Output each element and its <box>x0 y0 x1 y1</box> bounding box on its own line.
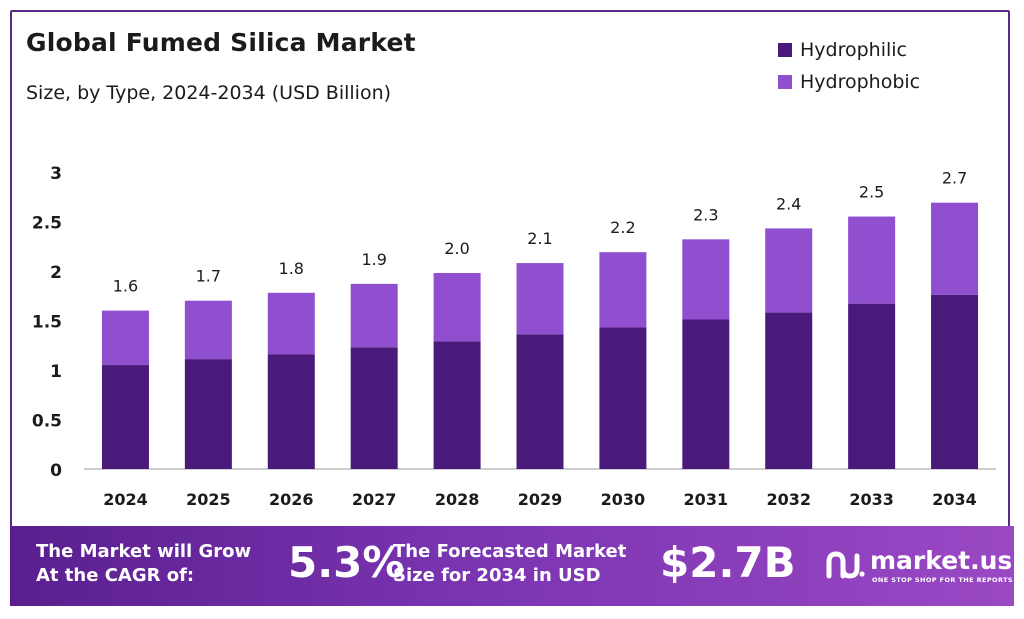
bar-total-label: 2.4 <box>776 194 801 213</box>
x-tick-label: 2031 <box>684 490 729 509</box>
y-tick-label: 2 <box>50 263 62 283</box>
legend-item-hydrophilic: Hydrophilic <box>778 34 920 66</box>
bar-hydrophobic <box>433 272 481 342</box>
bar-hydrophobic <box>350 283 398 348</box>
bar-hydrophobic <box>599 252 647 328</box>
cagr-value: 5.3% <box>288 538 405 587</box>
y-tick-label: 2.5 <box>32 214 62 234</box>
legend-item-hydrophobic: Hydrophobic <box>778 66 920 98</box>
cagr-label-line1: The Market will Grow <box>36 541 252 562</box>
legend: Hydrophilic Hydrophobic <box>778 34 920 98</box>
forecast-label-line1: The Forecasted Market <box>393 541 627 562</box>
x-tick-label: 2030 <box>601 490 646 509</box>
y-tick-label: 0.5 <box>32 412 62 432</box>
bar-total-label: 2.0 <box>444 239 469 258</box>
bar-hydrophilic <box>184 359 232 469</box>
bar-hydrophilic <box>848 303 896 469</box>
y-tick-label: 1 <box>50 362 62 382</box>
bar-chart: 0 0.5 1 1.5 2 2.5 3 1.6 2024 1.7 2025 1.8 2026 1.9 202… <box>32 164 996 509</box>
x-tick-label: 2032 <box>766 490 811 509</box>
bar-hydrophilic <box>350 347 398 469</box>
footer-banner: The Market will Grow At the CAGR of: 5.3… <box>10 526 1014 606</box>
bar-total-label: 2.2 <box>610 218 635 237</box>
bar-hydrophilic <box>599 327 647 469</box>
x-tick-label: 2029 <box>518 490 563 509</box>
bar-total-label: 1.8 <box>279 259 304 278</box>
bar-hydrophobic <box>682 239 730 320</box>
legend-swatch-hydrophilic <box>778 43 792 57</box>
bar-total-label: 1.7 <box>196 267 221 286</box>
bar-total-label: 2.7 <box>942 169 967 188</box>
bar-hydrophilic <box>267 354 315 469</box>
forecast-label: The Forecasted Market Size for 2034 in U… <box>393 540 626 588</box>
bar-hydrophilic <box>765 312 813 469</box>
x-tick-label: 2027 <box>352 490 397 509</box>
bar-hydrophobic <box>101 310 149 366</box>
bar-total-label: 1.9 <box>361 250 386 269</box>
forecast-label-line2: Size for 2034 in USD <box>393 565 601 586</box>
bar-total-label: 1.6 <box>113 277 138 296</box>
y-tick-label: 1.5 <box>32 313 62 333</box>
x-tick-label: 2026 <box>269 490 314 509</box>
x-tick-label: 2025 <box>186 490 231 509</box>
y-tick-label: 3 <box>50 164 62 184</box>
bar-hydrophilic <box>931 294 979 469</box>
x-tick-label: 2024 <box>103 490 148 509</box>
bar-hydrophilic <box>433 341 481 469</box>
bar-hydrophobic <box>267 292 315 355</box>
y-tick-label: 0 <box>50 461 62 481</box>
bar-total-label: 2.3 <box>693 205 718 224</box>
forecast-value: $2.7B <box>660 538 796 587</box>
bar-hydrophobic <box>184 300 232 360</box>
x-tick-label: 2028 <box>435 490 480 509</box>
brand-tagline: ONE STOP SHOP FOR THE REPORTS <box>872 576 1013 584</box>
legend-label-hydrophilic: Hydrophilic <box>800 39 907 61</box>
market-us-logo-icon <box>826 551 865 579</box>
bar-hydrophobic <box>516 263 564 335</box>
x-tick-label: 2033 <box>849 490 894 509</box>
bar-hydrophobic <box>848 216 896 304</box>
legend-label-hydrophobic: Hydrophobic <box>800 71 921 93</box>
chart-frame <box>10 10 1010 606</box>
bar-hydrophilic <box>682 319 730 469</box>
bar-total-label: 2.5 <box>859 183 884 202</box>
brand-name: market.us <box>870 546 1013 575</box>
chart-title: Global Fumed Silica Market <box>26 28 416 57</box>
bar-hydrophilic <box>101 365 149 469</box>
x-tick-label: 2034 <box>932 490 977 509</box>
legend-swatch-hydrophobic <box>778 75 792 89</box>
bar-hydrophilic <box>516 334 564 469</box>
bar-hydrophobic <box>765 228 813 313</box>
bar-total-label: 2.1 <box>527 229 552 248</box>
bar-hydrophobic <box>931 202 979 295</box>
chart-subtitle: Size, by Type, 2024-2034 (USD Billion) <box>26 82 392 104</box>
cagr-label: The Market will Grow At the CAGR of: <box>36 540 251 588</box>
cagr-label-line2: At the CAGR of: <box>36 565 195 586</box>
